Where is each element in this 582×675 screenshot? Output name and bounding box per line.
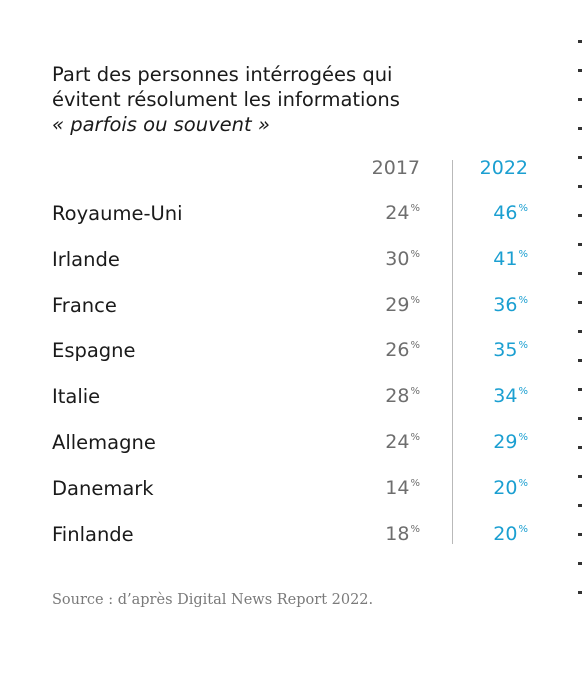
chart-subtitle: « parfois ou souvent »	[52, 113, 270, 136]
source-note: Source : d’après Digital News Report 202…	[52, 592, 374, 608]
percent-sign: %	[410, 386, 420, 397]
percent-sign: %	[518, 524, 528, 535]
value-2022: 29%	[493, 431, 528, 453]
percent-sign: %	[518, 386, 528, 397]
value-2022: 36%	[493, 294, 528, 316]
chart-title-line-1: Part des personnes intérrogées qui	[52, 63, 393, 86]
percent-sign: %	[410, 478, 420, 489]
country-label: Royaume-Uni	[52, 202, 183, 225]
chart-title: Part des personnes intérrogées qui évite…	[52, 62, 472, 137]
value-2022: 35%	[493, 339, 528, 361]
country-label: Allemagne	[52, 431, 156, 454]
value-2017: 18%	[385, 523, 420, 545]
column-divider	[452, 160, 453, 544]
value-2022: 46%	[493, 202, 528, 224]
country-label: Finlande	[52, 523, 134, 546]
percent-sign: %	[518, 432, 528, 443]
value-2022: 20%	[493, 523, 528, 545]
percent-sign: %	[518, 295, 528, 306]
chart-title-line-2: évitent résolument les informations	[52, 88, 400, 111]
value-2022: 41%	[493, 248, 528, 270]
value-2022: 20%	[493, 477, 528, 499]
percent-sign: %	[410, 249, 420, 260]
percent-sign: %	[518, 249, 528, 260]
value-2017: 24%	[385, 431, 420, 453]
value-2022: 34%	[493, 385, 528, 407]
value-2017: 14%	[385, 477, 420, 499]
percent-sign: %	[410, 432, 420, 443]
country-label: Danemark	[52, 477, 154, 500]
value-2017: 30%	[385, 248, 420, 270]
percent-sign: %	[518, 203, 528, 214]
cropped-adjacent-text	[578, 40, 582, 610]
country-label: Espagne	[52, 339, 136, 362]
percent-sign: %	[518, 478, 528, 489]
country-label: Irlande	[52, 248, 120, 271]
column-header-2022: 2022	[479, 157, 528, 179]
country-label: France	[52, 294, 117, 317]
percent-sign: %	[410, 203, 420, 214]
country-label: Italie	[52, 385, 101, 408]
percent-sign: %	[410, 340, 420, 351]
column-header-2017: 2017	[371, 157, 420, 179]
value-2017: 29%	[385, 294, 420, 316]
percent-sign: %	[410, 524, 420, 535]
value-2017: 26%	[385, 339, 420, 361]
percent-sign: %	[518, 340, 528, 351]
value-2017: 24%	[385, 202, 420, 224]
percent-sign: %	[410, 295, 420, 306]
value-2017: 28%	[385, 385, 420, 407]
